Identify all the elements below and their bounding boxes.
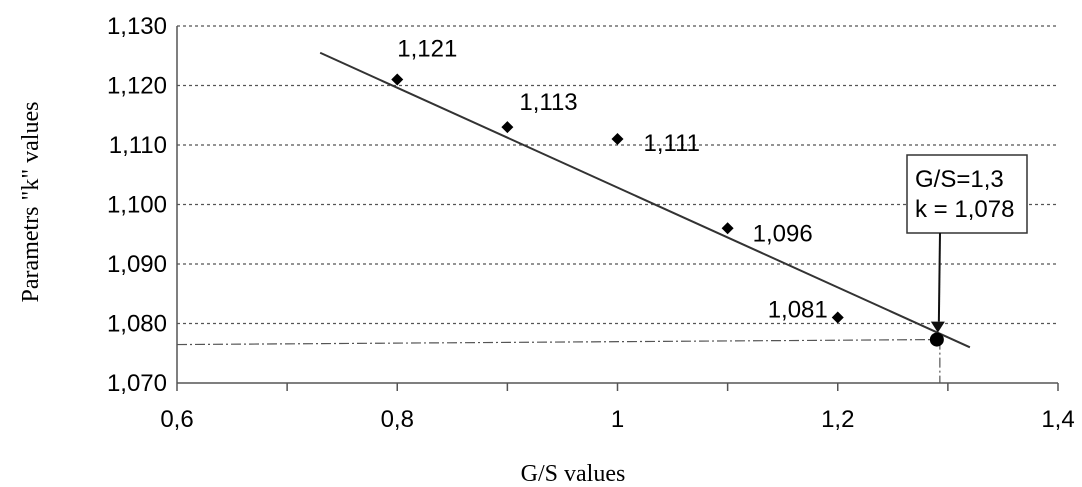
projection-line-horizontal (176, 338, 937, 346)
x-tick-label: 1 (611, 406, 624, 433)
y-tick-label: 1,130 (107, 13, 167, 40)
data-point (721, 222, 734, 235)
labels-layer: 1,121 1,113 1,111 1,096 1,081 (397, 36, 828, 324)
x-tick-label: 1,4 (1041, 406, 1074, 433)
y-tick-label: 1,080 (107, 311, 167, 338)
x-tick-label: 0,6 (160, 406, 193, 433)
callout-box (906, 154, 1028, 234)
data-point (501, 121, 514, 134)
data-point (611, 133, 624, 146)
trendline (319, 51, 971, 349)
data-label: 1,113 (519, 89, 577, 116)
data-label: 1,111 (644, 130, 701, 157)
highlight-point (929, 332, 944, 347)
data-label: 1,081 (768, 297, 828, 324)
x-tick-label: 0,8 (381, 406, 414, 433)
y-axis-title: Parametrs "k" values (18, 102, 44, 303)
callout-line: G/S=1,3 (915, 166, 1004, 193)
points-layer (391, 73, 844, 324)
data-label: 1,121 (397, 36, 457, 63)
y-tick-label: 1,090 (107, 251, 167, 278)
y-tick-label: 1,070 (107, 370, 167, 397)
axis-layer: 1,070 1,080 1,090 1,100 1,110 1,120 1,130 0,6 0,… (107, 13, 1075, 433)
x-axis-title: G/S values (521, 461, 626, 487)
callout-arrow-line (937, 232, 941, 322)
y-tick-label: 1,100 (107, 192, 167, 219)
callout-arrow-head (930, 321, 945, 333)
y-tick-label: 1,120 (107, 73, 167, 100)
data-label: 1,096 (753, 220, 813, 247)
x-tick-label: 1,2 (821, 406, 854, 433)
callout-line: k = 1,078 (915, 196, 1014, 223)
y-tick-label: 1,110 (109, 132, 167, 159)
grid-layer (177, 25, 1058, 325)
data-point (391, 73, 404, 86)
data-point (831, 311, 844, 324)
trend-layer (319, 51, 971, 349)
callout-layer: G/S=1,3 k = 1,078 (176, 154, 1028, 383)
